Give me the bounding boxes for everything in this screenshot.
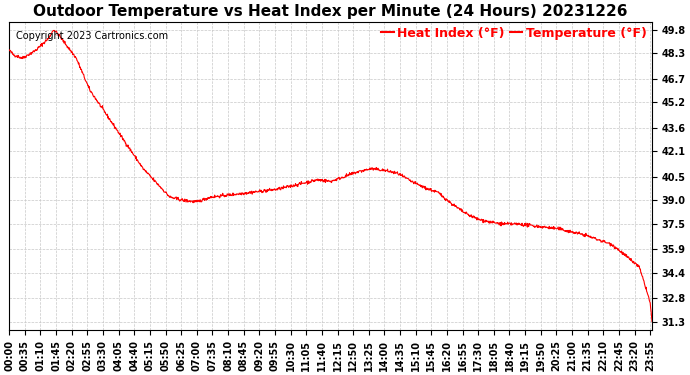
Title: Outdoor Temperature vs Heat Index per Minute (24 Hours) 20231226: Outdoor Temperature vs Heat Index per Mi… (33, 4, 628, 19)
Text: Copyright 2023 Cartronics.com: Copyright 2023 Cartronics.com (16, 31, 168, 41)
Legend: Heat Index (°F), Temperature (°F): Heat Index (°F), Temperature (°F) (376, 22, 652, 45)
